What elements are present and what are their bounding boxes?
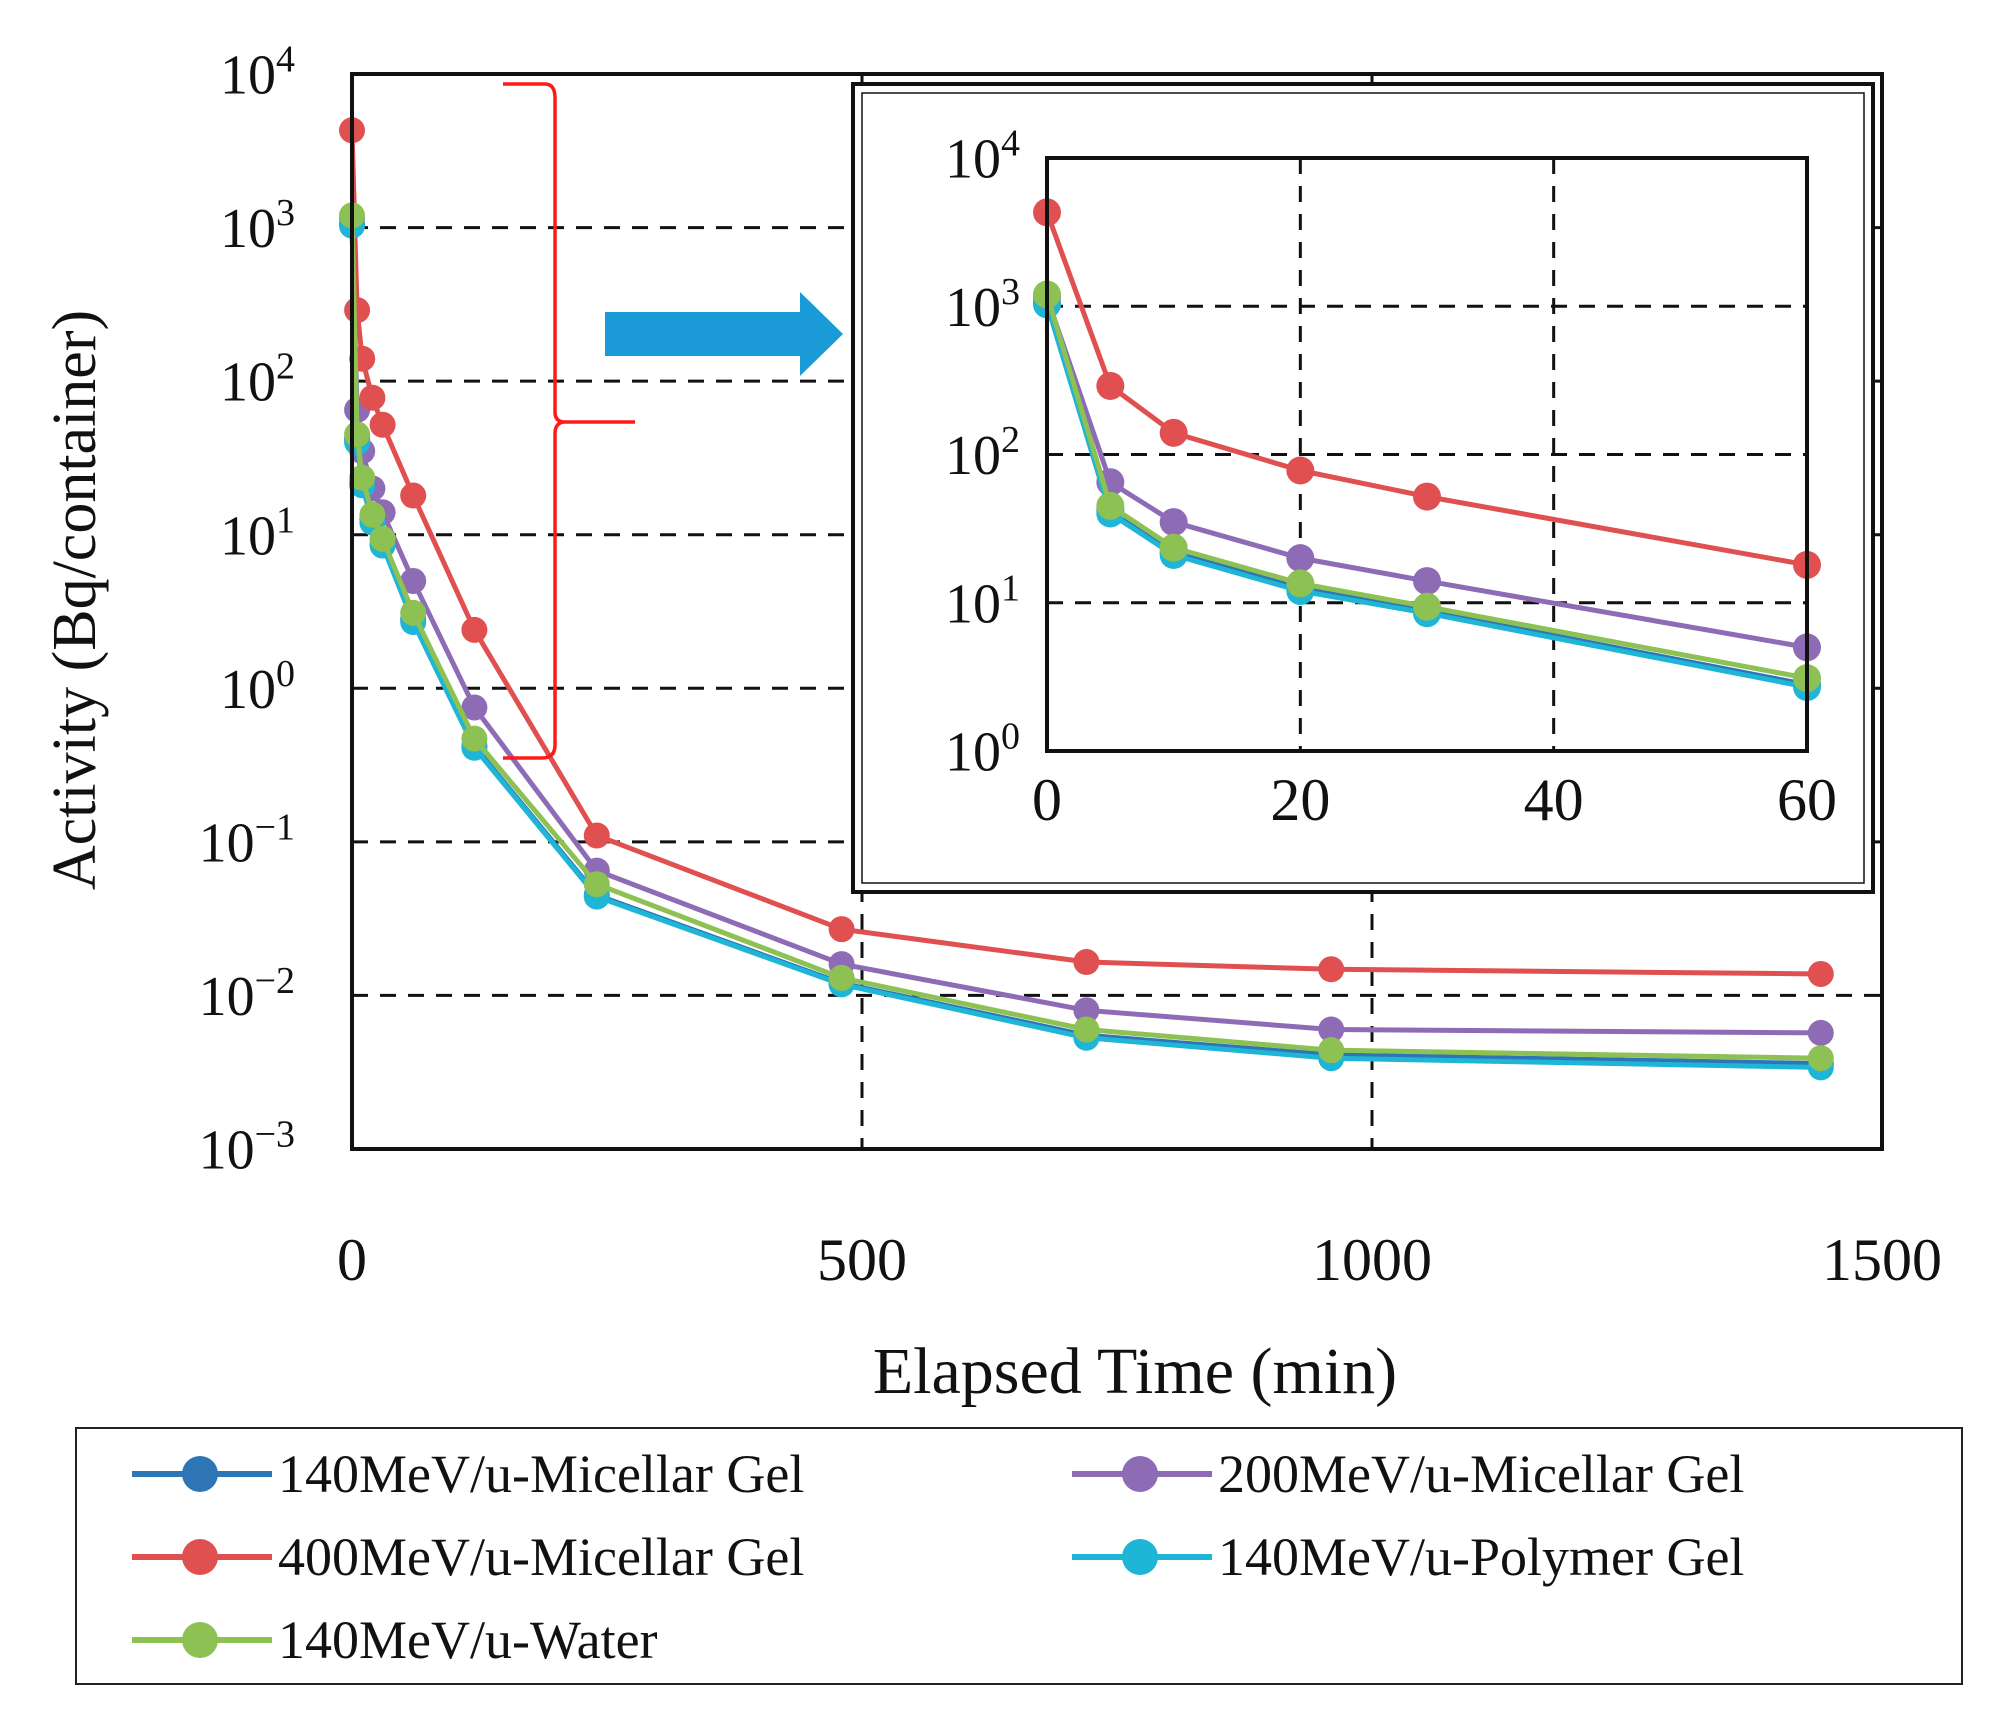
legend-label: 140MeV/u-Polymer Gel [1218, 1527, 1745, 1587]
legend-swatch [132, 1537, 272, 1577]
y-tick-label: 104 [220, 39, 295, 107]
y-tick-label: 10−3 [199, 1114, 295, 1182]
data-point [461, 725, 488, 752]
y-tick-label: 100 [220, 653, 295, 721]
series-s400_micellar [1033, 198, 1821, 579]
data-point [1096, 371, 1125, 400]
legend-item: 200MeV/u-Micellar Gel [1072, 1439, 1744, 1509]
main-y-axis-label: Activity (Bq/container) [41, 310, 109, 890]
y-tick-label: 101 [220, 499, 295, 567]
main-x-axis-label: Elapsed Time (min) [873, 1335, 1397, 1408]
range-bracket [503, 82, 635, 760]
series-s140_water [1033, 280, 1821, 693]
legend-swatch [1072, 1454, 1212, 1494]
y-tick-label: 10−1 [199, 806, 295, 874]
data-point [1096, 491, 1125, 520]
y-tick-label: 103 [220, 192, 295, 260]
inset-panel-inner-border [861, 92, 1865, 884]
data-point [1807, 1019, 1834, 1046]
data-point [1413, 482, 1441, 511]
data-point [1318, 1037, 1345, 1064]
y-tick-label: 10−2 [199, 960, 295, 1028]
data-point [1413, 592, 1441, 621]
main-series-layer [339, 117, 1834, 1081]
data-point [1159, 508, 1188, 537]
data-point [369, 525, 396, 552]
data-point [1807, 960, 1834, 987]
data-point [1073, 1016, 1100, 1043]
x-tick-label: 60 [1777, 767, 1837, 833]
data-point [400, 599, 427, 626]
legend: 140MeV/u-Micellar Gel 200MeV/u-Micellar … [75, 1427, 1963, 1685]
data-point [1286, 569, 1315, 598]
legend-label: 140MeV/u-Micellar Gel [278, 1444, 805, 1504]
data-point [359, 384, 386, 411]
data-point [1159, 418, 1188, 447]
series-s140_water [339, 202, 1834, 1072]
data-point [1318, 1016, 1345, 1043]
y-tick-label: 102 [220, 346, 295, 414]
data-point [1073, 997, 1100, 1024]
legend-swatch [132, 1454, 272, 1494]
data-point [828, 964, 855, 991]
data-point [828, 916, 855, 943]
legend-label: 140MeV/u-Water [278, 1610, 658, 1670]
data-point [359, 501, 386, 528]
data-point [344, 421, 371, 448]
x-tick-label: 1000 [1312, 1227, 1432, 1293]
x-tick-label: 40 [1524, 767, 1584, 833]
data-point [1807, 1045, 1834, 1072]
legend-swatch [132, 1620, 272, 1660]
legend-label: 200MeV/u-Micellar Gel [1218, 1444, 1745, 1504]
main-x-tick-labels: 0 500 1000 1500 [337, 1227, 1942, 1293]
legend-item: 140MeV/u-Micellar Gel [132, 1439, 804, 1509]
y-tick-label: 103 [945, 271, 1020, 339]
legend-label: 400MeV/u-Micellar Gel [278, 1527, 805, 1587]
inset-series-layer [1033, 198, 1821, 702]
series-line [1044, 293, 1808, 681]
inset-y-tick-labels: 104 103 102 101 100 [945, 123, 1020, 784]
x-tick-label: 0 [1032, 767, 1062, 833]
data-point [461, 616, 488, 643]
data-point [1073, 949, 1100, 976]
inset-panel [851, 82, 1875, 894]
inset-plot-frame [1045, 156, 1809, 753]
x-tick-label: 0 [337, 1227, 367, 1293]
y-tick-label: 102 [945, 419, 1020, 487]
x-tick-label: 1500 [1822, 1227, 1942, 1293]
x-tick-label: 20 [1270, 767, 1330, 833]
legend-item: 140MeV/u-Polymer Gel [1072, 1522, 1744, 1592]
data-point [583, 871, 610, 898]
series-line [1044, 296, 1808, 650]
x-tick-label: 500 [817, 1227, 907, 1293]
data-point [1318, 956, 1345, 983]
main-plot-frame [350, 72, 1884, 1151]
legend-swatch [1072, 1537, 1212, 1577]
legend-item: 400MeV/u-Micellar Gel [132, 1522, 804, 1592]
data-point [461, 694, 488, 721]
inset-x-tick-labels: 0 20 40 60 [1032, 767, 1837, 833]
data-point [1286, 456, 1315, 485]
data-point [1413, 567, 1441, 596]
data-point [369, 411, 396, 438]
zoom-arrow-icon [605, 292, 843, 376]
data-point [1159, 533, 1188, 562]
legend-item: 140MeV/u-Water [132, 1605, 658, 1675]
data-point [400, 567, 427, 594]
y-tick-label: 100 [945, 716, 1020, 784]
series-line [1044, 211, 1808, 568]
data-point [1286, 544, 1315, 573]
main-y-tick-labels: 104 103 102 101 100 10−1 10−2 10−3 [199, 39, 295, 1182]
data-point [344, 297, 371, 324]
y-tick-label: 104 [945, 123, 1020, 191]
data-point [400, 482, 427, 509]
y-tick-label: 101 [945, 567, 1020, 635]
data-point [583, 822, 610, 849]
data-point [349, 464, 376, 491]
